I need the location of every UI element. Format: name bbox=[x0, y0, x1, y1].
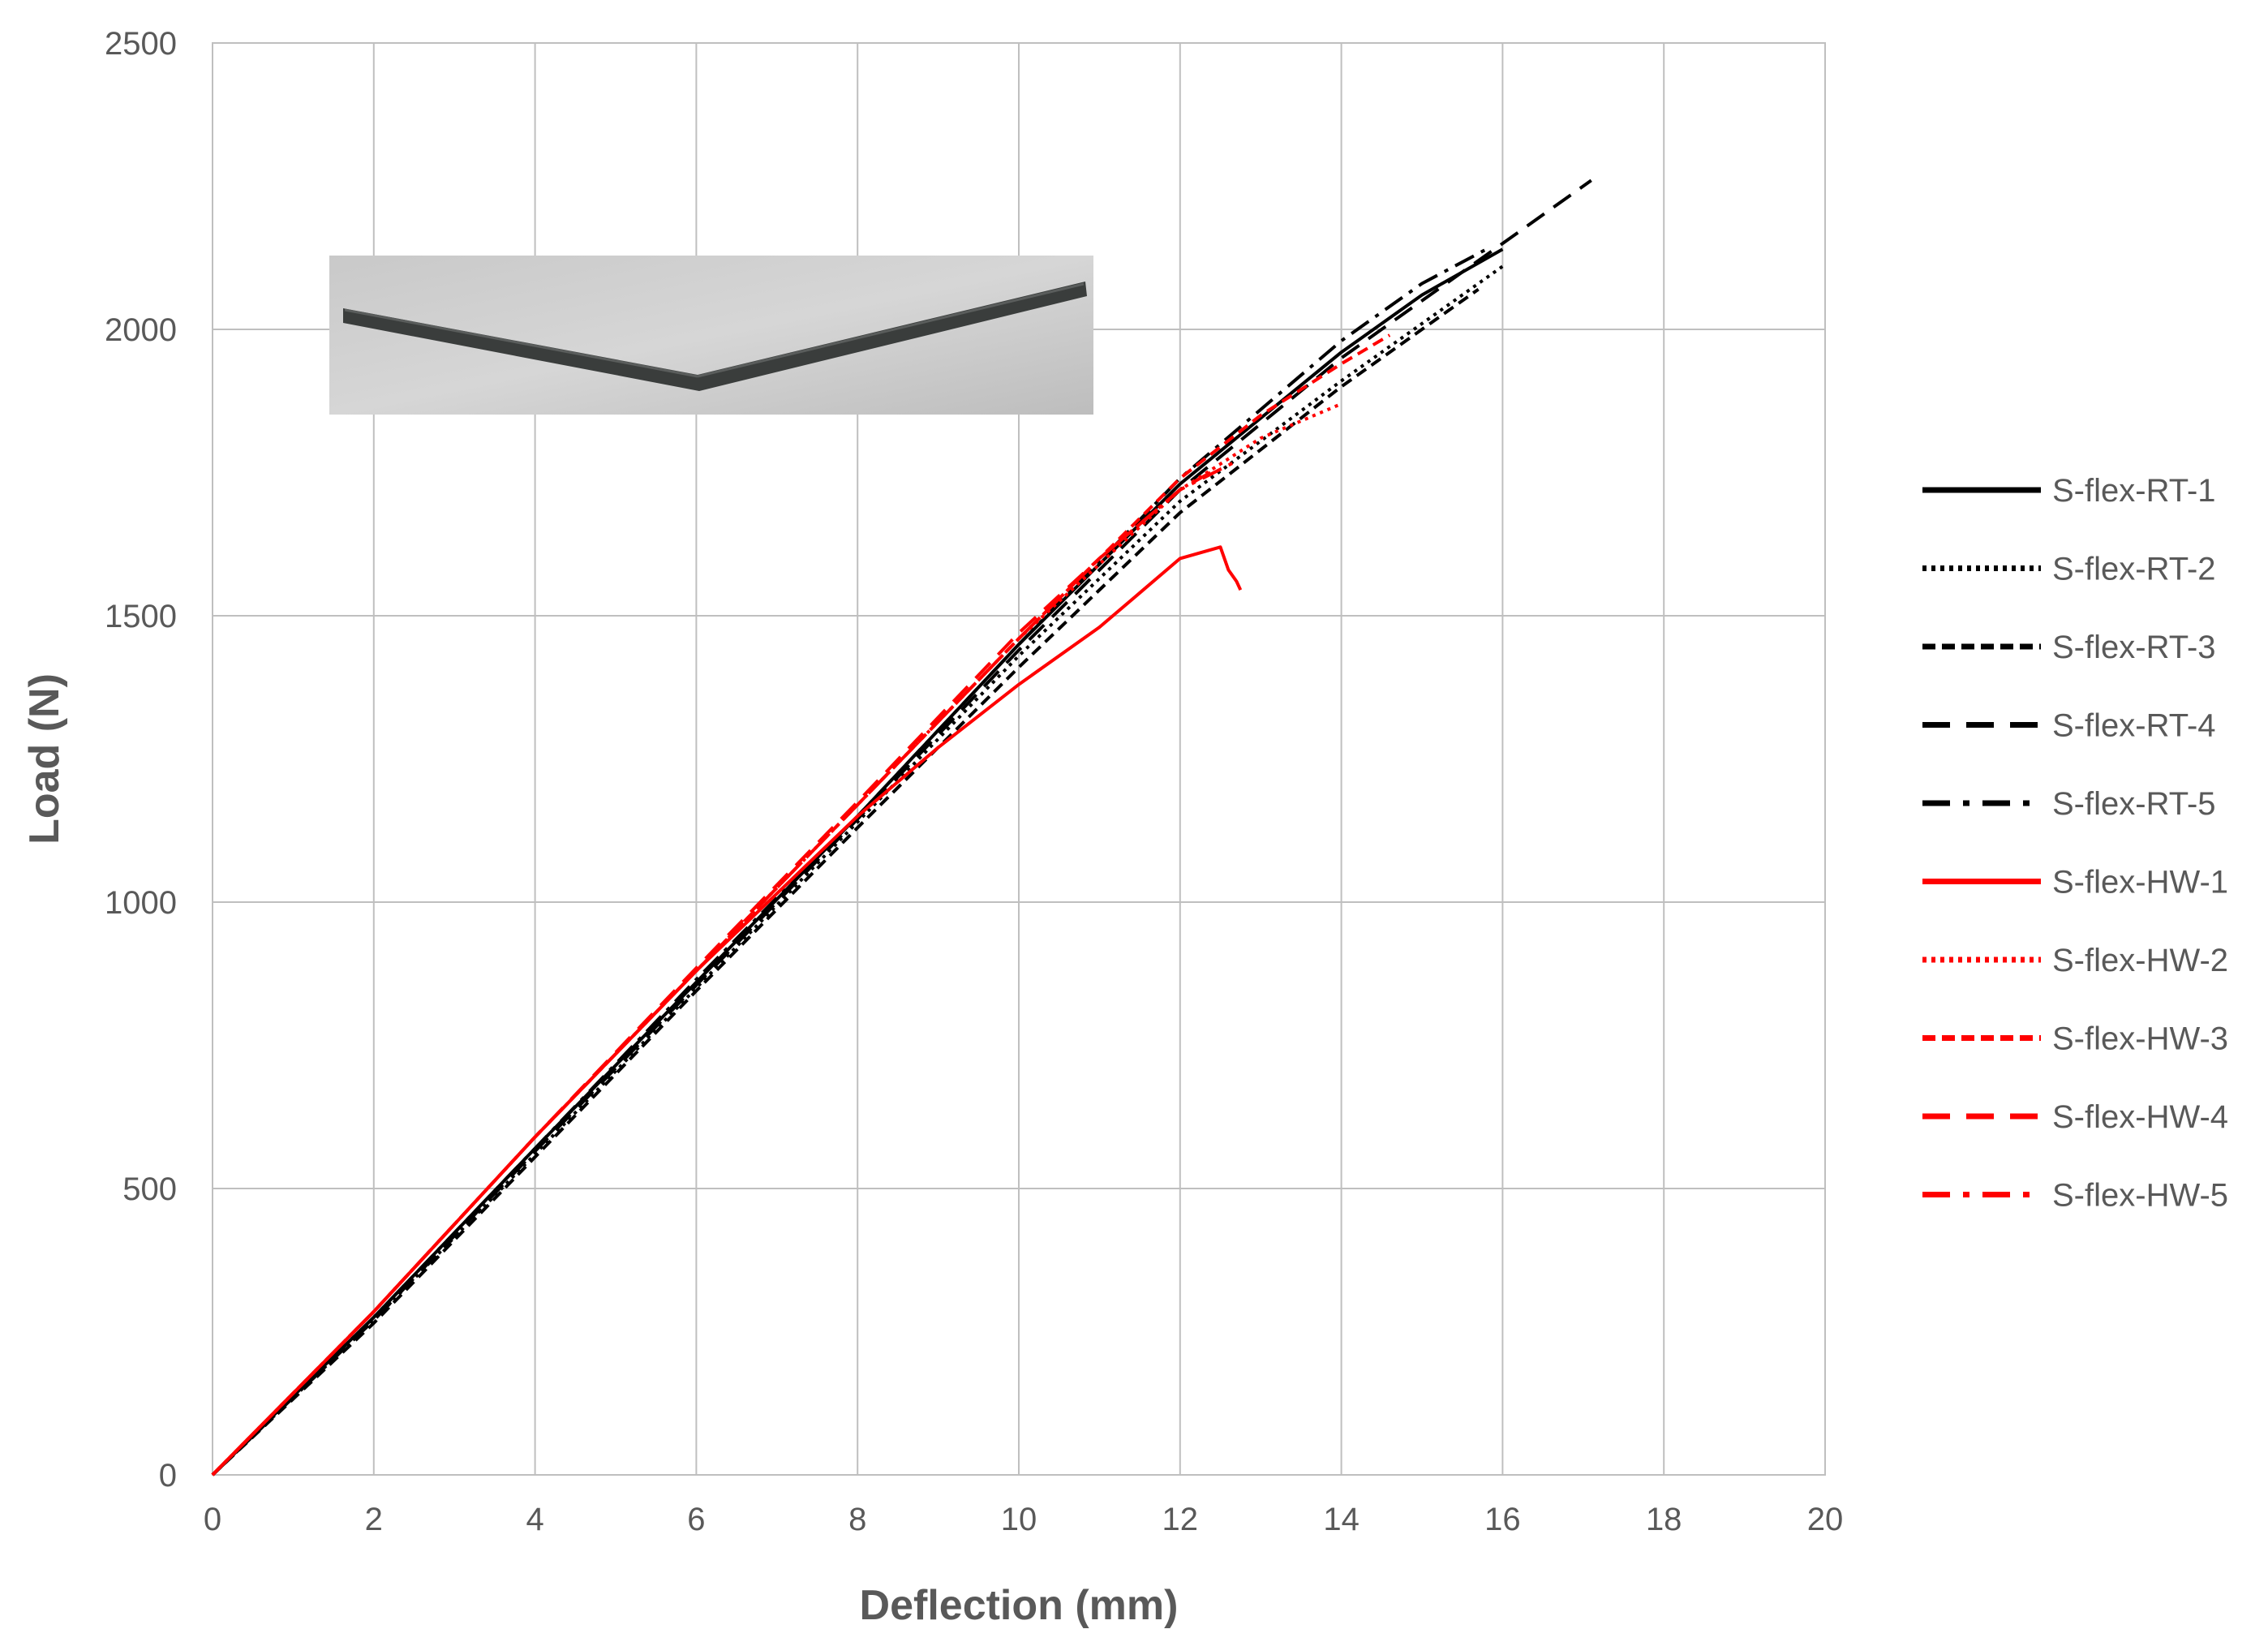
specimen-highlight bbox=[344, 308, 698, 378]
y-tick-label: 1000 bbox=[105, 885, 177, 921]
series-group bbox=[211, 178, 1592, 1477]
legend: S-flex-RT-1 S-flex-RT-2 S-flex-RT-3 S-flex-… bbox=[1922, 473, 2228, 1214]
legend-label: S-flex-HW-4 bbox=[2052, 1099, 2228, 1135]
y-tick-label: 1500 bbox=[105, 599, 177, 634]
x-tick-label: 0 bbox=[204, 1502, 221, 1537]
y-tick-label: 2500 bbox=[105, 26, 177, 62]
specimen-shape bbox=[343, 282, 1087, 391]
series-line-S-flex-RT-5 bbox=[211, 247, 1488, 1477]
series-line-S-flex-HW-5 bbox=[211, 459, 1238, 1477]
specimen-highlight-right bbox=[697, 282, 1085, 378]
x-tick-label: 8 bbox=[848, 1502, 866, 1537]
axes: 0 2 4 6 8 10 12 14 16 18 20 0 500 1000 1500 2000 2500 bbox=[105, 26, 1843, 1537]
x-tick-label: 12 bbox=[1162, 1502, 1199, 1537]
y-tick-label: 0 bbox=[159, 1458, 177, 1494]
legend-label: S-flex-RT-2 bbox=[2052, 552, 2216, 587]
x-tick-label: 10 bbox=[1001, 1502, 1037, 1537]
legend-label: S-flex-HW-1 bbox=[2052, 865, 2228, 901]
x-tick-label: 6 bbox=[687, 1502, 705, 1537]
y-tick-label: 2000 bbox=[105, 312, 177, 348]
legend-label: S-flex-RT-1 bbox=[2052, 473, 2216, 509]
x-tick-label: 2 bbox=[365, 1502, 383, 1537]
legend-label: S-flex-RT-5 bbox=[2052, 786, 2216, 822]
legend-label: S-flex-RT-3 bbox=[2052, 630, 2216, 665]
plot-border bbox=[212, 42, 1826, 1476]
x-axis-title: Deflection (mm) bbox=[860, 1582, 1179, 1629]
inset-photo bbox=[329, 256, 1093, 415]
legend-label: S-flex-HW-3 bbox=[2052, 1021, 2228, 1057]
series-line-S-flex-RT-2 bbox=[211, 264, 1504, 1477]
legend-label: S-flex-RT-4 bbox=[2052, 708, 2216, 744]
x-tick-label: 16 bbox=[1484, 1502, 1521, 1537]
x-tick-label: 18 bbox=[1646, 1502, 1682, 1537]
series-line-S-flex-RT-4 bbox=[211, 178, 1592, 1477]
legend-label: S-flex-HW-2 bbox=[2052, 943, 2228, 978]
y-axis-title: Load (N) bbox=[21, 673, 68, 845]
legend-label: S-flex-HW-5 bbox=[2052, 1178, 2228, 1214]
x-tick-label: 20 bbox=[1807, 1502, 1844, 1537]
x-tick-label: 14 bbox=[1323, 1502, 1360, 1537]
y-tick-label: 500 bbox=[122, 1171, 177, 1207]
x-tick-label: 4 bbox=[526, 1502, 543, 1537]
